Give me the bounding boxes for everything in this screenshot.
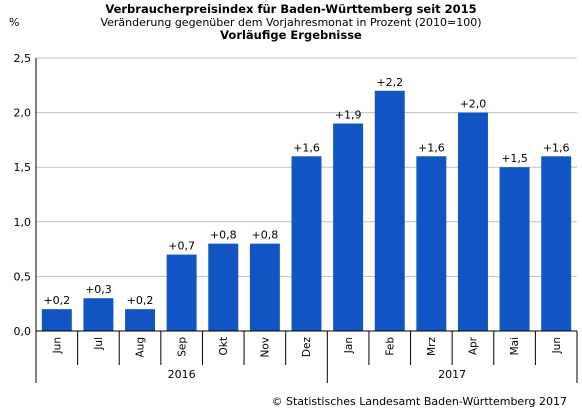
x-tick-label: Mrz <box>426 337 438 356</box>
y-tick-label: 2,0 <box>14 107 32 120</box>
bar <box>291 156 322 331</box>
y-tick-label: 1,5 <box>14 161 32 174</box>
year-group-label: 2017 <box>438 368 466 381</box>
year-group-label: 2016 <box>168 368 196 381</box>
chart-subtitle-2: Vorläufige Ergebnisse <box>220 28 362 42</box>
data-label: +2,0 <box>460 98 487 111</box>
y-tick-label: 0,5 <box>14 270 32 283</box>
data-label: +2,2 <box>376 76 403 89</box>
axes: 0,0 0,5 1,0 1,5 2,0 2,5 Jun Jul Aug Sep Okt Nov Dez J… <box>14 52 578 383</box>
chart-subtitle: Veränderung gegenüber dem Vorjahresmonat… <box>100 16 481 29</box>
y-tick-label: 2,5 <box>14 52 32 65</box>
y-tick-label: 0,0 <box>14 325 32 338</box>
bar <box>208 243 239 331</box>
bar <box>499 167 530 331</box>
y-axis-unit: % <box>9 16 19 29</box>
data-label: +1,6 <box>418 141 445 154</box>
copyright-credit: © Statistisches Landesamt Baden-Württemb… <box>271 395 567 408</box>
x-tick-label: Sep <box>176 337 188 357</box>
data-label: +1,6 <box>543 141 570 154</box>
bar <box>41 309 72 331</box>
x-tick-label: Jun <box>551 337 563 354</box>
x-tick-label: Jun <box>51 337 63 354</box>
x-tick-label: Aug <box>135 337 147 358</box>
bar <box>416 156 447 331</box>
data-label: +1,6 <box>293 141 320 154</box>
x-tick-label: Jan <box>343 337 355 354</box>
bars: +0,2 +0,3 +0,2 +0,7 +0,8 +0,8 +1,6 +1,9 +2,2 +1,6… <box>41 76 572 332</box>
data-label: +0,3 <box>85 283 112 296</box>
bar <box>457 112 488 331</box>
bar <box>166 254 197 331</box>
y-tick-label: 1,0 <box>14 216 32 229</box>
bar <box>249 243 280 331</box>
data-label: +0,7 <box>168 240 195 253</box>
data-label: +1,5 <box>501 152 528 165</box>
bar <box>541 156 572 331</box>
data-label: +0,8 <box>210 229 237 242</box>
x-tick-label: Nov <box>260 337 272 358</box>
x-tick-label: Feb <box>384 337 396 356</box>
x-tick-label: Jul <box>93 337 105 351</box>
bar <box>333 123 364 332</box>
x-tick-label: Dez <box>301 337 313 358</box>
bar <box>374 90 405 331</box>
x-tick-label: Okt <box>218 337 230 355</box>
bar <box>83 298 114 331</box>
bar <box>125 309 156 331</box>
data-label: +1,9 <box>335 109 362 122</box>
x-tick-label: Mai <box>509 337 521 355</box>
data-label: +0,2 <box>127 294 154 307</box>
chart-title: Verbraucherpreisindex für Baden-Württemb… <box>105 2 476 16</box>
data-label: +0,2 <box>43 294 70 307</box>
data-label: +0,8 <box>252 229 279 242</box>
x-tick-label: Apr <box>468 336 480 355</box>
